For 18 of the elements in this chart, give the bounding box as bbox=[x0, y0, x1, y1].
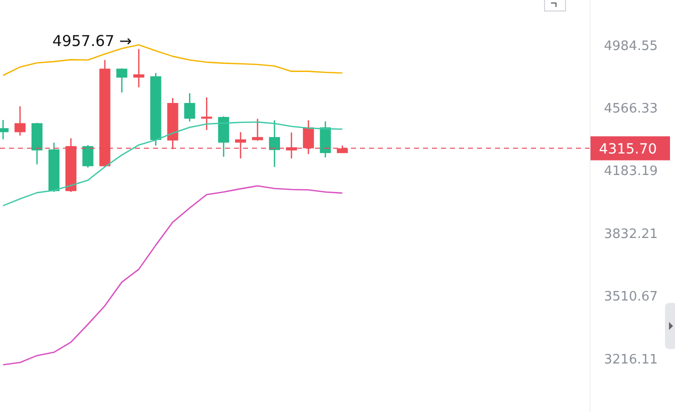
candlestick bbox=[252, 118, 264, 142]
y-tick-label: 3216.11 bbox=[604, 352, 658, 368]
y-tick-label: 4984.55 bbox=[604, 38, 658, 54]
annotation: 4957.67 → bbox=[52, 32, 132, 50]
y-tick-label: 4566.33 bbox=[604, 102, 658, 117]
line-series bbox=[2, 121, 343, 206]
ref-line-label: 4315.70 bbox=[599, 141, 657, 158]
candlestick bbox=[133, 48, 144, 88]
y-tick-label: 3832.21 bbox=[604, 226, 658, 242]
line-series bbox=[2, 185, 343, 366]
candlestick bbox=[116, 68, 128, 94]
y-tick-label: 4183.19 bbox=[604, 164, 658, 180]
candlestick bbox=[82, 144, 94, 168]
y-tick-label: 3510.67 bbox=[604, 290, 658, 305]
candlestick bbox=[14, 106, 26, 136]
candlestick bbox=[201, 96, 212, 131]
candlestick bbox=[268, 120, 280, 168]
candlestick bbox=[184, 92, 196, 122]
